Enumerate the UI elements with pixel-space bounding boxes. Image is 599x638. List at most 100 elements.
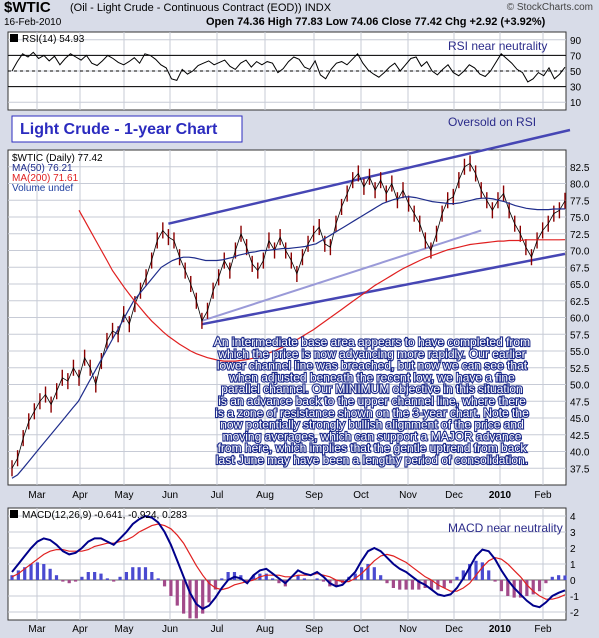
macd-histogram-bar [480, 562, 484, 580]
macd-histogram-bar [493, 580, 497, 582]
price-x-tick: Jul [211, 490, 224, 501]
macd-histogram-bar [10, 575, 14, 580]
macd-histogram-bar [366, 564, 370, 580]
macd-histogram-bar [404, 580, 408, 590]
annotation-line: from here, which implies that the gentle… [218, 441, 528, 455]
price-y-tick: 37.5 [570, 464, 590, 475]
macd-histogram-bar [315, 578, 319, 580]
annotation-line: moving averages, which can support a MAJ… [223, 429, 522, 443]
annotation-line: lower channel line was breached, but now… [217, 359, 528, 373]
price-x-tick: Nov [399, 490, 417, 501]
macd-histogram-bar [264, 573, 268, 580]
macd-x-tick: Nov [399, 624, 417, 635]
price-y-tick: 82.5 [570, 163, 590, 174]
macd-x-tick: Aug [256, 624, 274, 635]
price-y-tick: 60.0 [570, 314, 590, 325]
ohlc-readout: Open 74.36 High 77.83 Low 74.06 Close 77… [206, 16, 546, 28]
chart-subtitle-bar: 16-Feb-2010 Open 74.36 High 77.83 Low 74… [0, 16, 599, 30]
macd-histogram-bar [16, 570, 20, 580]
macd-histogram-bar [271, 578, 275, 580]
rsi-annotation: RSI near neutrality [448, 39, 547, 53]
macd-histogram-bar [182, 580, 186, 614]
macd-histogram-bar [474, 560, 478, 580]
macd-histogram-bar [379, 575, 383, 580]
price-y-tick: 75.0 [570, 213, 590, 224]
macd-histogram-bar [468, 564, 472, 580]
price-x-tick: Jun [162, 490, 178, 501]
rsi-oversold-annotation: Oversold on RSI [448, 115, 536, 129]
price-y-tick: 40.0 [570, 448, 590, 459]
macd-histogram-bar [537, 580, 542, 592]
macd-y-tick: 2 [570, 544, 576, 555]
macd-histogram-bar [531, 580, 535, 595]
macd-histogram-bar [80, 576, 84, 580]
macd-histogram-bar [162, 580, 167, 587]
macd-histogram-bar [385, 580, 389, 584]
annotation-line: parallel channel. Our MINIMUM objective … [221, 382, 522, 396]
macd-histogram-bar [353, 573, 357, 580]
price-y-tick: 52.5 [570, 364, 590, 375]
macd-y-tick: -2 [570, 608, 579, 619]
macd-histogram-bar [194, 580, 198, 619]
macd-histogram-bar [93, 572, 97, 580]
macd-histogram-bar [112, 580, 116, 582]
rsi-y-tick: 70 [570, 51, 582, 62]
annotation-line: An intermediate base area appears to hav… [214, 335, 530, 349]
macd-histogram-bar [442, 580, 446, 588]
macd-y-tick: 0 [570, 576, 576, 587]
price-legend-item: MA(50) 76.21 [12, 163, 73, 174]
annotation-line: last June may have been a lengthy period… [216, 453, 528, 467]
macd-histogram-bar [398, 580, 402, 590]
macd-histogram-bar [251, 575, 256, 580]
macd-histogram-bar [175, 580, 179, 606]
macd-histogram-bar [48, 568, 52, 580]
chart-title: Light Crude - 1-year Chart [20, 121, 218, 138]
macd-x-tick: Feb [534, 624, 552, 635]
symbol-description: (Oil - Light Crude - Continuous Contract… [70, 2, 332, 14]
chart-title-bar: $WTIC (Oil - Light Crude - Continuous Co… [0, 0, 599, 16]
macd-histogram-bar [42, 564, 46, 580]
macd-histogram-bar [544, 580, 548, 584]
macd-histogram-bar [455, 576, 459, 580]
rsi-line [11, 51, 566, 83]
macd-histogram-bar [105, 578, 109, 580]
macd-histogram-bar [124, 572, 129, 580]
macd-x-tick: Jul [211, 624, 224, 635]
macd-histogram-bar [143, 567, 148, 580]
macd-histogram-bar [296, 575, 300, 580]
rsi-y-tick: 30 [570, 83, 582, 94]
macd-histogram-bar [487, 570, 491, 580]
macd-histogram-bar [226, 572, 230, 580]
macd-histogram-bar [410, 580, 415, 590]
macd-histogram-bar [321, 580, 326, 582]
inner-trend-line [201, 229, 482, 322]
macd-histogram-bar [131, 567, 135, 580]
macd-histogram-bar [137, 567, 141, 580]
macd-y-tick: -1 [570, 592, 579, 603]
macd-x-tick: May [115, 624, 134, 635]
price-legend-item: $WTIC (Daily) 77.42 [12, 153, 103, 164]
annotation-line: which the price is now advancing more ra… [217, 347, 525, 361]
macd-histogram-bar [448, 580, 453, 584]
price-legend-item: Volume undef [12, 183, 73, 194]
price-x-tick: 2010 [489, 490, 512, 501]
macd-histogram-bar [150, 572, 154, 580]
annotation-line: is an advance back to the upper channel … [218, 394, 526, 408]
macd-histogram-bar [207, 580, 211, 603]
price-y-tick: 55.0 [570, 347, 590, 358]
macd-histogram-bar [29, 564, 33, 580]
macd-line [11, 514, 566, 610]
ma200-line [78, 210, 566, 362]
price-y-tick: 67.5 [570, 263, 590, 274]
macd-histogram-bar [156, 578, 160, 580]
rsi-legend: RSI(14) 54.93 [22, 34, 85, 45]
macd-x-tick: Apr [72, 624, 88, 635]
price-y-tick: 62.5 [570, 297, 590, 308]
macd-histogram-bar [372, 567, 376, 580]
price-x-tick: Oct [353, 490, 369, 501]
macd-histogram-bar [563, 575, 567, 580]
macd-histogram-bar [302, 578, 306, 580]
macd-histogram-bar [525, 580, 529, 596]
macd-histogram-bar [118, 576, 122, 580]
